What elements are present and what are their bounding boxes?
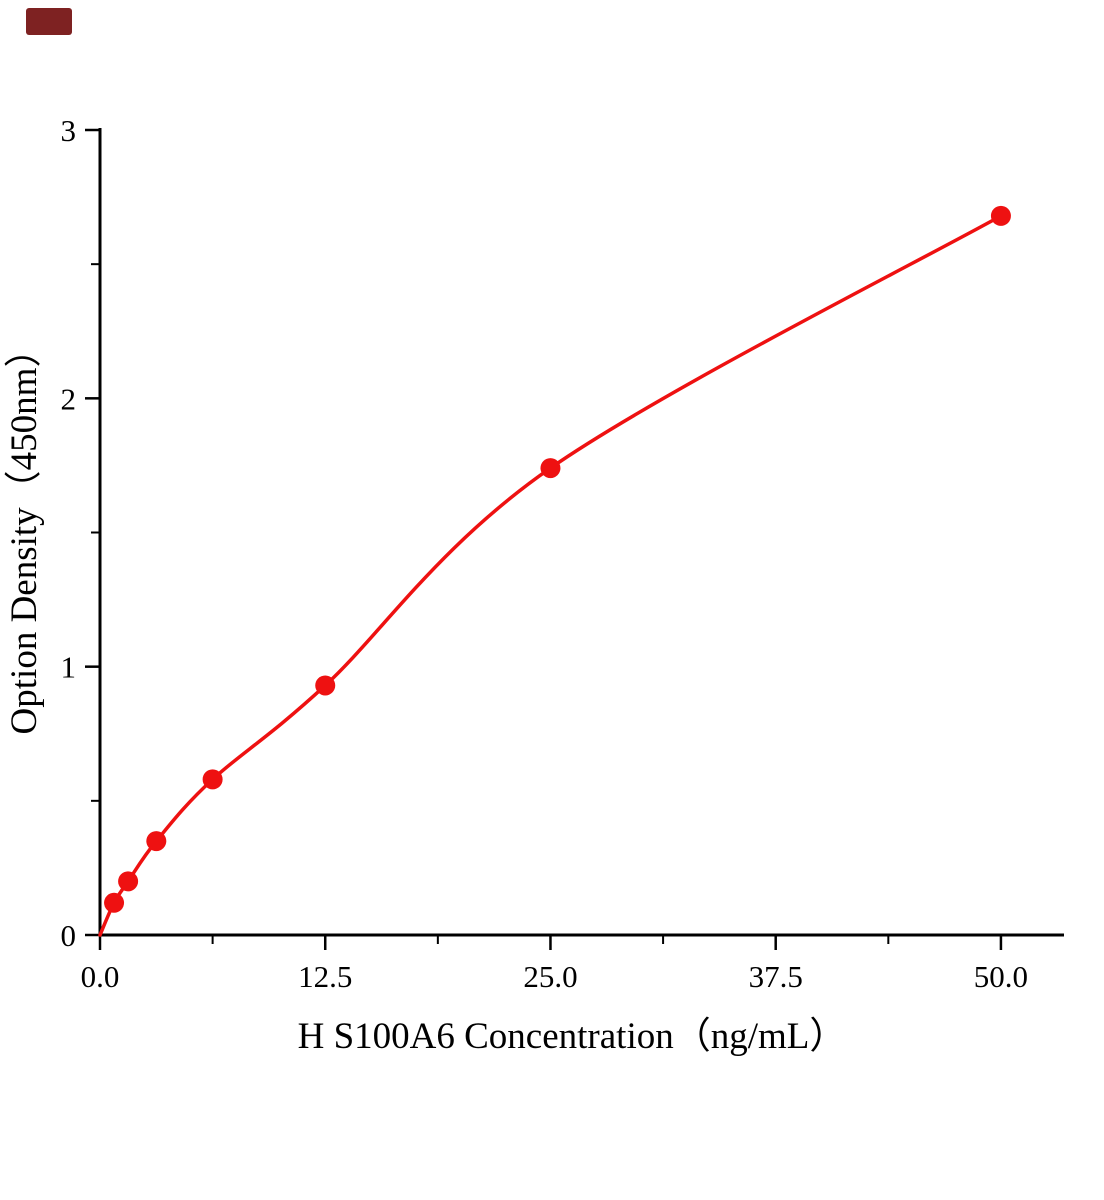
y-tick-label: 3 <box>61 113 77 148</box>
x-tick-label: 37.5 <box>749 959 803 994</box>
y-tick-label: 2 <box>61 381 77 416</box>
fit-curve <box>98 214 1003 937</box>
x-tick-label: 12.5 <box>298 959 352 994</box>
y-tick-label: 1 <box>61 650 77 685</box>
y-ticks: 0 1 2 3 <box>61 113 100 953</box>
data-point <box>118 871 139 892</box>
y-axis-title: Option Density（450nm） <box>4 331 45 735</box>
data-point <box>990 205 1011 226</box>
data-point <box>315 675 336 696</box>
x-ticks: 0.0 12.5 25.0 37.5 50.0 <box>81 935 1028 994</box>
data-point <box>202 769 223 790</box>
data-point <box>104 892 125 913</box>
x-axis-title: H S100A6 Concentration（ng/mL） <box>298 1016 847 1057</box>
x-tick-label: 50.0 <box>974 959 1028 994</box>
data-point <box>146 831 167 852</box>
y-tick-label: 0 <box>61 918 77 953</box>
corner-mark <box>26 8 72 35</box>
x-tick-label: 0.0 <box>81 959 120 994</box>
axes <box>98 128 1064 937</box>
x-tick-label: 25.0 <box>523 959 577 994</box>
data-point <box>540 458 561 479</box>
data-points <box>104 205 1011 913</box>
